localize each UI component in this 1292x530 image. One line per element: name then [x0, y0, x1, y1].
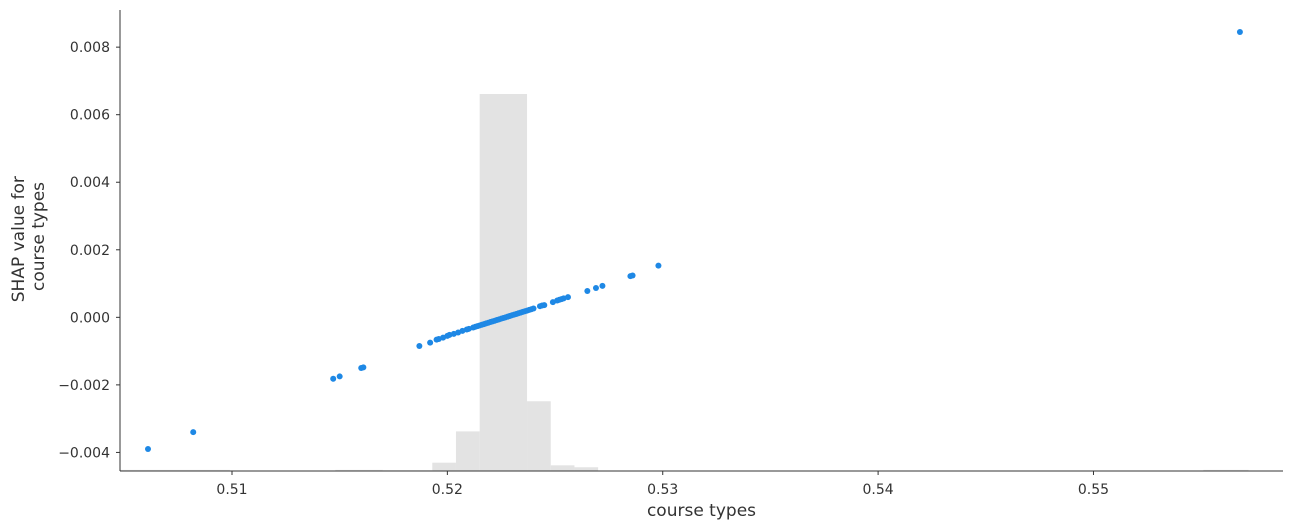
scatter-points [144, 28, 1243, 453]
data-point [330, 375, 337, 382]
data-point [360, 364, 367, 371]
histogram-bar [1203, 469, 1249, 471]
axes [119, 10, 1283, 472]
y-tick-label: 0.004 [70, 175, 110, 191]
x-tick-label: 0.53 [647, 482, 678, 498]
histogram-bar [574, 467, 599, 471]
data-point [629, 272, 636, 279]
histogram-bar [527, 401, 551, 471]
data-point [336, 373, 343, 380]
feature-histogram [120, 94, 1249, 471]
y-axis-label-line-1: SHAP value for [9, 176, 29, 302]
histogram-bar [479, 94, 528, 471]
data-point [416, 343, 423, 350]
histogram-bar [455, 431, 480, 471]
x-tick-label: 0.54 [863, 482, 894, 498]
data-point [592, 284, 599, 291]
data-point [144, 446, 151, 453]
x-tick-label: 0.51 [216, 482, 247, 498]
y-tick-label: 0.002 [70, 243, 110, 259]
data-point [655, 262, 662, 269]
y-axis-label: SHAP value for course types [9, 171, 49, 302]
data-point [1236, 28, 1243, 35]
histogram-bar [432, 462, 456, 471]
data-point [427, 339, 434, 346]
data-point [190, 429, 197, 436]
data-point [530, 305, 537, 312]
y-tick-label: 0.008 [70, 40, 110, 56]
histogram-bar [120, 469, 230, 471]
histogram-bar [550, 465, 575, 471]
y-tick-label: 0.000 [70, 310, 110, 326]
y-tick-label: 0.006 [70, 108, 110, 124]
histogram-bar [335, 469, 383, 471]
data-point [564, 294, 571, 301]
x-tick-label: 0.55 [1078, 482, 1109, 498]
y-tick-label: −0.004 [58, 445, 110, 461]
y-axis-label-line-2: course types [29, 182, 49, 291]
x-tick-label: 0.52 [432, 482, 463, 498]
y-tick-label: −0.002 [58, 378, 110, 394]
axis-ticks: 0.51 0.52 0.53 0.54 0.55 −0.004 −0.002 0.000 0.0… [58, 40, 1109, 498]
data-point [541, 302, 548, 309]
x-axis-label: course types [647, 501, 756, 521]
data-point [599, 282, 606, 289]
data-point [584, 287, 591, 294]
